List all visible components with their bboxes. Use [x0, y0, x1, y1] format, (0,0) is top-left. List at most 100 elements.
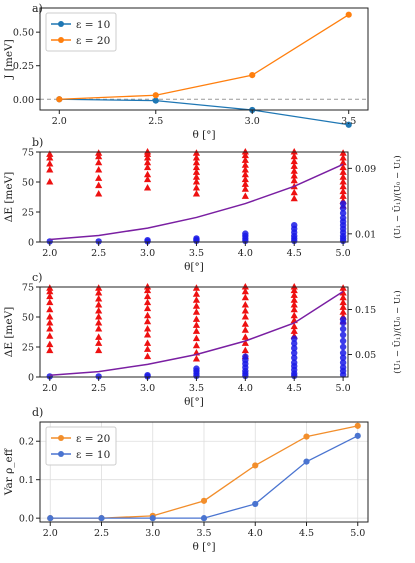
y-axis-label: ΔE [meV]: [3, 172, 15, 223]
series-point: [152, 92, 159, 99]
red-triangle-point: [46, 292, 54, 300]
x-tick-label: 3.0: [140, 383, 155, 394]
blue-circle-point: [339, 210, 347, 217]
red-triangle-point: [241, 156, 249, 163]
x-tick-label: 2.0: [42, 248, 57, 259]
red-triangle-point: [46, 150, 54, 157]
x-tick-label: 2.0: [42, 383, 57, 394]
red-triangle-point: [46, 298, 54, 306]
legend-swatch-marker: [58, 37, 64, 43]
red-triangle-point: [241, 185, 249, 192]
red-triangle-point: [241, 192, 249, 199]
blue-circle-point: [95, 238, 102, 245]
red-triangle-point: [241, 346, 249, 354]
red-triangle-point: [290, 311, 298, 319]
red-triangle-point: [339, 192, 347, 199]
x-tick-label: 2.5: [94, 528, 109, 539]
red-triangle-point: [143, 298, 152, 306]
red-triangle-point: [46, 313, 54, 320]
red-triangle-point: [290, 194, 298, 202]
red-triangle-point: [192, 321, 201, 328]
x-axis-label: θ [°]: [192, 129, 215, 141]
red-triangle-point: [290, 148, 298, 155]
red-triangle-point: [192, 315, 201, 322]
blue-circle-point: [95, 373, 102, 380]
x-tick-label: 2.0: [43, 528, 58, 539]
blue-circle-point: [291, 335, 298, 342]
red-triangle-point: [95, 295, 103, 302]
red-triangle-point: [46, 340, 54, 348]
series-point: [200, 497, 208, 504]
red-triangle-point: [290, 162, 298, 169]
red-triangle-point: [192, 190, 201, 197]
red-triangle-point: [290, 157, 298, 165]
series-point: [98, 515, 105, 522]
red-triangle-point: [192, 163, 201, 171]
red-triangle-point: [290, 301, 298, 308]
blue-circle-point: [193, 235, 200, 242]
red-triangle-point: [46, 305, 54, 313]
blue-circle-point: [339, 214, 347, 222]
red-triangle-point: [339, 308, 347, 315]
blue-circle-point: [339, 316, 347, 323]
panel-label: d): [32, 406, 43, 419]
red-triangle-point: [46, 325, 54, 332]
red-triangle-point: [339, 163, 347, 171]
y-tick-label: 50: [22, 178, 34, 189]
red-triangle-point: [95, 152, 103, 160]
red-triangle-point: [143, 163, 152, 171]
blue-circle-point: [339, 200, 347, 207]
x-tick-label: 2.0: [52, 116, 67, 127]
red-triangle-point: [339, 187, 347, 195]
x-axis-label: θ[°]: [184, 396, 204, 408]
red-triangle-point: [95, 319, 103, 326]
y-tick-label: 75: [22, 148, 34, 159]
x-tick-label: 4.0: [248, 528, 263, 539]
blue-circle-point: [291, 222, 298, 229]
blue-circle-point: [339, 337, 347, 345]
red-triangle-point: [290, 152, 298, 160]
right-y-tick-label: 0.01: [355, 229, 376, 240]
red-triangle-point: [143, 317, 152, 325]
red-triangle-point: [192, 168, 201, 175]
red-triangle-point: [241, 313, 249, 320]
y-tick-label: 25: [22, 343, 34, 354]
red-triangle-point: [290, 327, 298, 334]
red-triangle-point: [192, 355, 201, 362]
red-triangle-point: [339, 182, 347, 190]
y-axis-label: ΔE [meV]: [3, 307, 15, 358]
red-triangle-point: [143, 184, 152, 191]
red-triangle-point: [192, 327, 201, 334]
panel-2: 0.01 0.09 (U₁ − Ũ₁)/(U₀ − U₁) 2.0 2.5 3.0 3.5 4…: [3, 136, 403, 273]
red-triangle-point: [46, 178, 54, 185]
blue-circle-point: [339, 364, 347, 371]
axes-frame: [39, 286, 349, 378]
series-line: [59, 14, 350, 100]
series-point: [354, 432, 361, 439]
series-point: [56, 96, 63, 103]
blue-circle-point: [291, 359, 298, 366]
red-triangle-point: [143, 304, 152, 312]
red-triangle-point: [46, 160, 54, 167]
y-tick-label: 0: [28, 238, 34, 249]
red-triangle-point: [192, 334, 201, 342]
axes-frame: [39, 151, 349, 243]
red-triangle-point: [339, 303, 347, 310]
x-tick-label: 4.5: [287, 248, 302, 259]
x-tick-label: 4.5: [287, 383, 302, 394]
red-triangle-point: [95, 307, 103, 314]
red-triangle-point: [143, 148, 152, 155]
y-tick-label: 25: [22, 208, 34, 219]
x-tick-label: 3.5: [189, 383, 204, 394]
y-tick-label: 0.2: [19, 437, 34, 448]
red-triangle-point: [95, 346, 103, 354]
red-triangle-point: [241, 175, 249, 183]
red-triangle-point: [290, 322, 298, 330]
right-y-tick-label: 0.09: [355, 164, 376, 175]
y-tick-label: 50: [22, 313, 34, 324]
series-point: [345, 121, 352, 128]
red-triangle-point: [46, 287, 54, 295]
legend-swatch-marker: [58, 451, 64, 457]
y-tick-label: 0: [28, 373, 34, 384]
red-triangle-point: [241, 326, 249, 333]
